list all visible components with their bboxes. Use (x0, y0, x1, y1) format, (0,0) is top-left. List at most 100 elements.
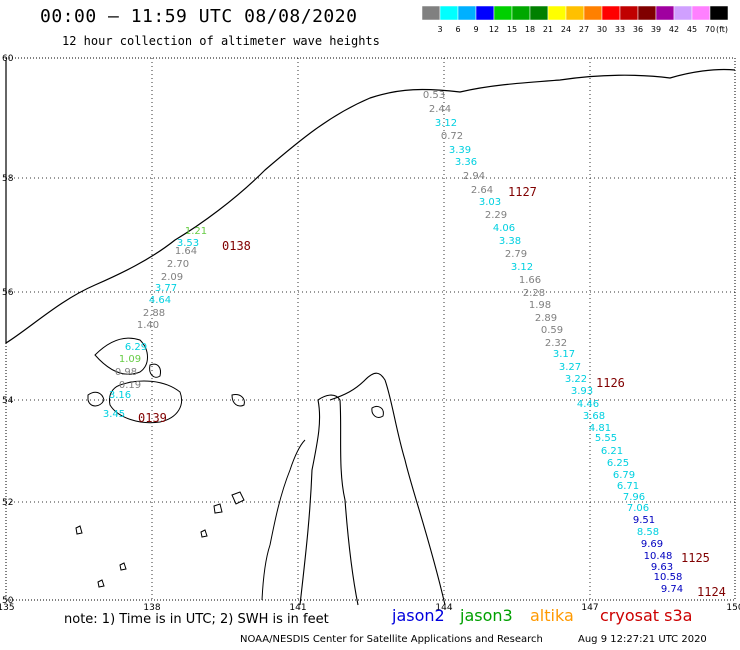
pass-time-label: 1124 (697, 585, 726, 599)
colorbar-tick-label: 15 (507, 25, 517, 34)
wave-height-east-track: 4.46 (577, 399, 599, 410)
lat-tick-label: 52 (2, 498, 13, 508)
wave-height-east-track: 2.94 (463, 171, 485, 182)
wave-height-east-track: 9.63 (651, 562, 673, 573)
wave-height-east-track: 3.93 (571, 386, 593, 397)
wave-height-east-track: 10.48 (644, 551, 673, 562)
pass-time-label: 0139 (138, 411, 167, 425)
wave-height-west-track: 3.45 (103, 409, 125, 420)
wave-height-east-track: 7.06 (627, 503, 649, 514)
colorbar-tick-label: 9 (473, 25, 478, 34)
wave-height-east-track: 3.27 (559, 362, 581, 373)
wave-height-east-track: 0.59 (541, 325, 563, 336)
colorbar-tick-label: 21 (543, 25, 553, 34)
wave-height-east-track: 2.89 (535, 313, 557, 324)
wave-height-west-track: 0.98 (115, 367, 137, 378)
wave-height-east-track: 2.64 (471, 185, 493, 196)
wave-height-east-track: 2.28 (523, 288, 545, 299)
wave-height-east-track: 4.81 (589, 423, 611, 434)
colorbar-tick-label: 70 (705, 25, 715, 34)
wave-height-east-track: 3.38 (499, 236, 521, 247)
wave-height-west-track: 3.53 (177, 238, 199, 249)
wave-height-west-track: 0.19 (119, 380, 141, 391)
wave-height-east-track: 3.12 (435, 118, 457, 129)
colorbar-swatch (422, 6, 441, 21)
colorbar-swatch (547, 6, 567, 21)
lat-tick-label: 58 (2, 174, 14, 184)
colorbar-tick-label: 18 (525, 25, 535, 34)
colorbar-tick-label: 12 (489, 25, 499, 34)
wave-height-east-track: 3.68 (583, 411, 605, 422)
wave-height-east-track: 7.96 (623, 492, 645, 503)
wave-height-east-track: 4.06 (493, 223, 515, 234)
wave-height-east-track: 3.36 (455, 157, 477, 168)
wave-height-east-track: 6.79 (613, 470, 635, 481)
pass-time-label: 1125 (681, 551, 710, 565)
wave-height-east-track: 9.69 (641, 539, 663, 550)
coastline (5, 60, 736, 606)
legend-jason2: jason2 (392, 606, 445, 625)
colorbar-swatch (709, 6, 729, 21)
colorbar-tick-label: 30 (597, 25, 607, 34)
colorbar-swatch (529, 6, 549, 21)
lon-tick-label: 150 (726, 603, 740, 613)
colorbar-swatch (619, 6, 639, 21)
colorbar-swatch (493, 6, 513, 21)
legend-altika: altika (530, 606, 574, 625)
wave-height-east-track: 10.58 (654, 572, 683, 583)
legend-cryosat-s3a: cryosat s3a (600, 606, 693, 625)
map-frame (5, 57, 736, 601)
wave-height-west-track: 1.40 (137, 320, 159, 331)
wave-height-west-track: 2.70 (167, 259, 189, 270)
pass-time-label: 1126 (596, 376, 625, 390)
wave-height-east-track: 3.03 (479, 197, 501, 208)
lat-tick-label: 60 (2, 54, 14, 64)
colorbar-tick-label: 3 (437, 25, 442, 34)
lon-tick-label: 144 (435, 603, 452, 613)
pass-time-label: 0138 (222, 239, 251, 253)
wave-height-east-track: 6.71 (617, 481, 639, 492)
legend-jason3: jason3 (460, 606, 513, 625)
colorbar-swatch (511, 6, 531, 21)
wave-height-east-track: 3.12 (511, 262, 533, 273)
wave-height-west-track: 3.77 (155, 283, 177, 294)
wave-height-west-track: 1.21 (185, 226, 207, 237)
credit-line: NOAA/NESDIS Center for Satellite Applica… (240, 634, 543, 645)
colorbar-swatch (655, 6, 675, 21)
colorbar-tick-label: 36 (633, 25, 643, 34)
chart-title: 00:00 – 11:59 UTC 08/08/2020 (40, 6, 358, 27)
colorbar-swatch (439, 6, 459, 21)
colorbar-tick-label: 42 (669, 25, 679, 34)
wave-height-east-track: 1.98 (529, 300, 551, 311)
wave-height-east-track: 2.44 (429, 104, 451, 115)
lon-tick-label: 138 (143, 603, 160, 613)
wave-height-east-track: 6.21 (601, 446, 623, 457)
wave-height-east-track: 2.79 (505, 249, 527, 260)
colorbar-tick-label: 33 (615, 25, 625, 34)
colorbar-swatch (457, 6, 477, 21)
wave-height-east-track: 9.51 (633, 515, 655, 526)
lat-tick-label: 50 (2, 596, 14, 606)
wave-height-east-track: 8.58 (637, 527, 659, 538)
wave-height-west-track: 6.29 (125, 342, 147, 353)
wave-height-east-track: 3.17 (553, 349, 575, 360)
wave-height-west-track: 3.16 (109, 390, 131, 401)
colorbar-unit: (ft) (716, 25, 728, 34)
colorbar-swatch (475, 6, 495, 21)
wave-height-east-track: 0.72 (441, 131, 463, 142)
colorbar-swatch (583, 6, 603, 21)
colorbar-tick-label: 27 (579, 25, 589, 34)
wave-height-west-track: 4.64 (149, 295, 171, 306)
pass-time-label: 1127 (508, 185, 537, 199)
wave-height-east-track: 6.25 (607, 458, 629, 469)
wave-height-east-track: 1.66 (519, 275, 541, 286)
colorbar-swatch (691, 6, 711, 21)
wave-height-west-track: 1.09 (119, 354, 141, 365)
colorbar-tick-label: 45 (687, 25, 697, 34)
wave-height-east-track: 2.32 (545, 338, 567, 349)
colorbar-swatch (601, 6, 621, 21)
colorbar-swatch (565, 6, 585, 21)
color-scale-legend: 3 6 9 12 15 18 21 24 27 30 33 36 39 42 45 70 (ft) (422, 6, 729, 34)
wave-height-east-track: 0.53 (423, 90, 445, 101)
